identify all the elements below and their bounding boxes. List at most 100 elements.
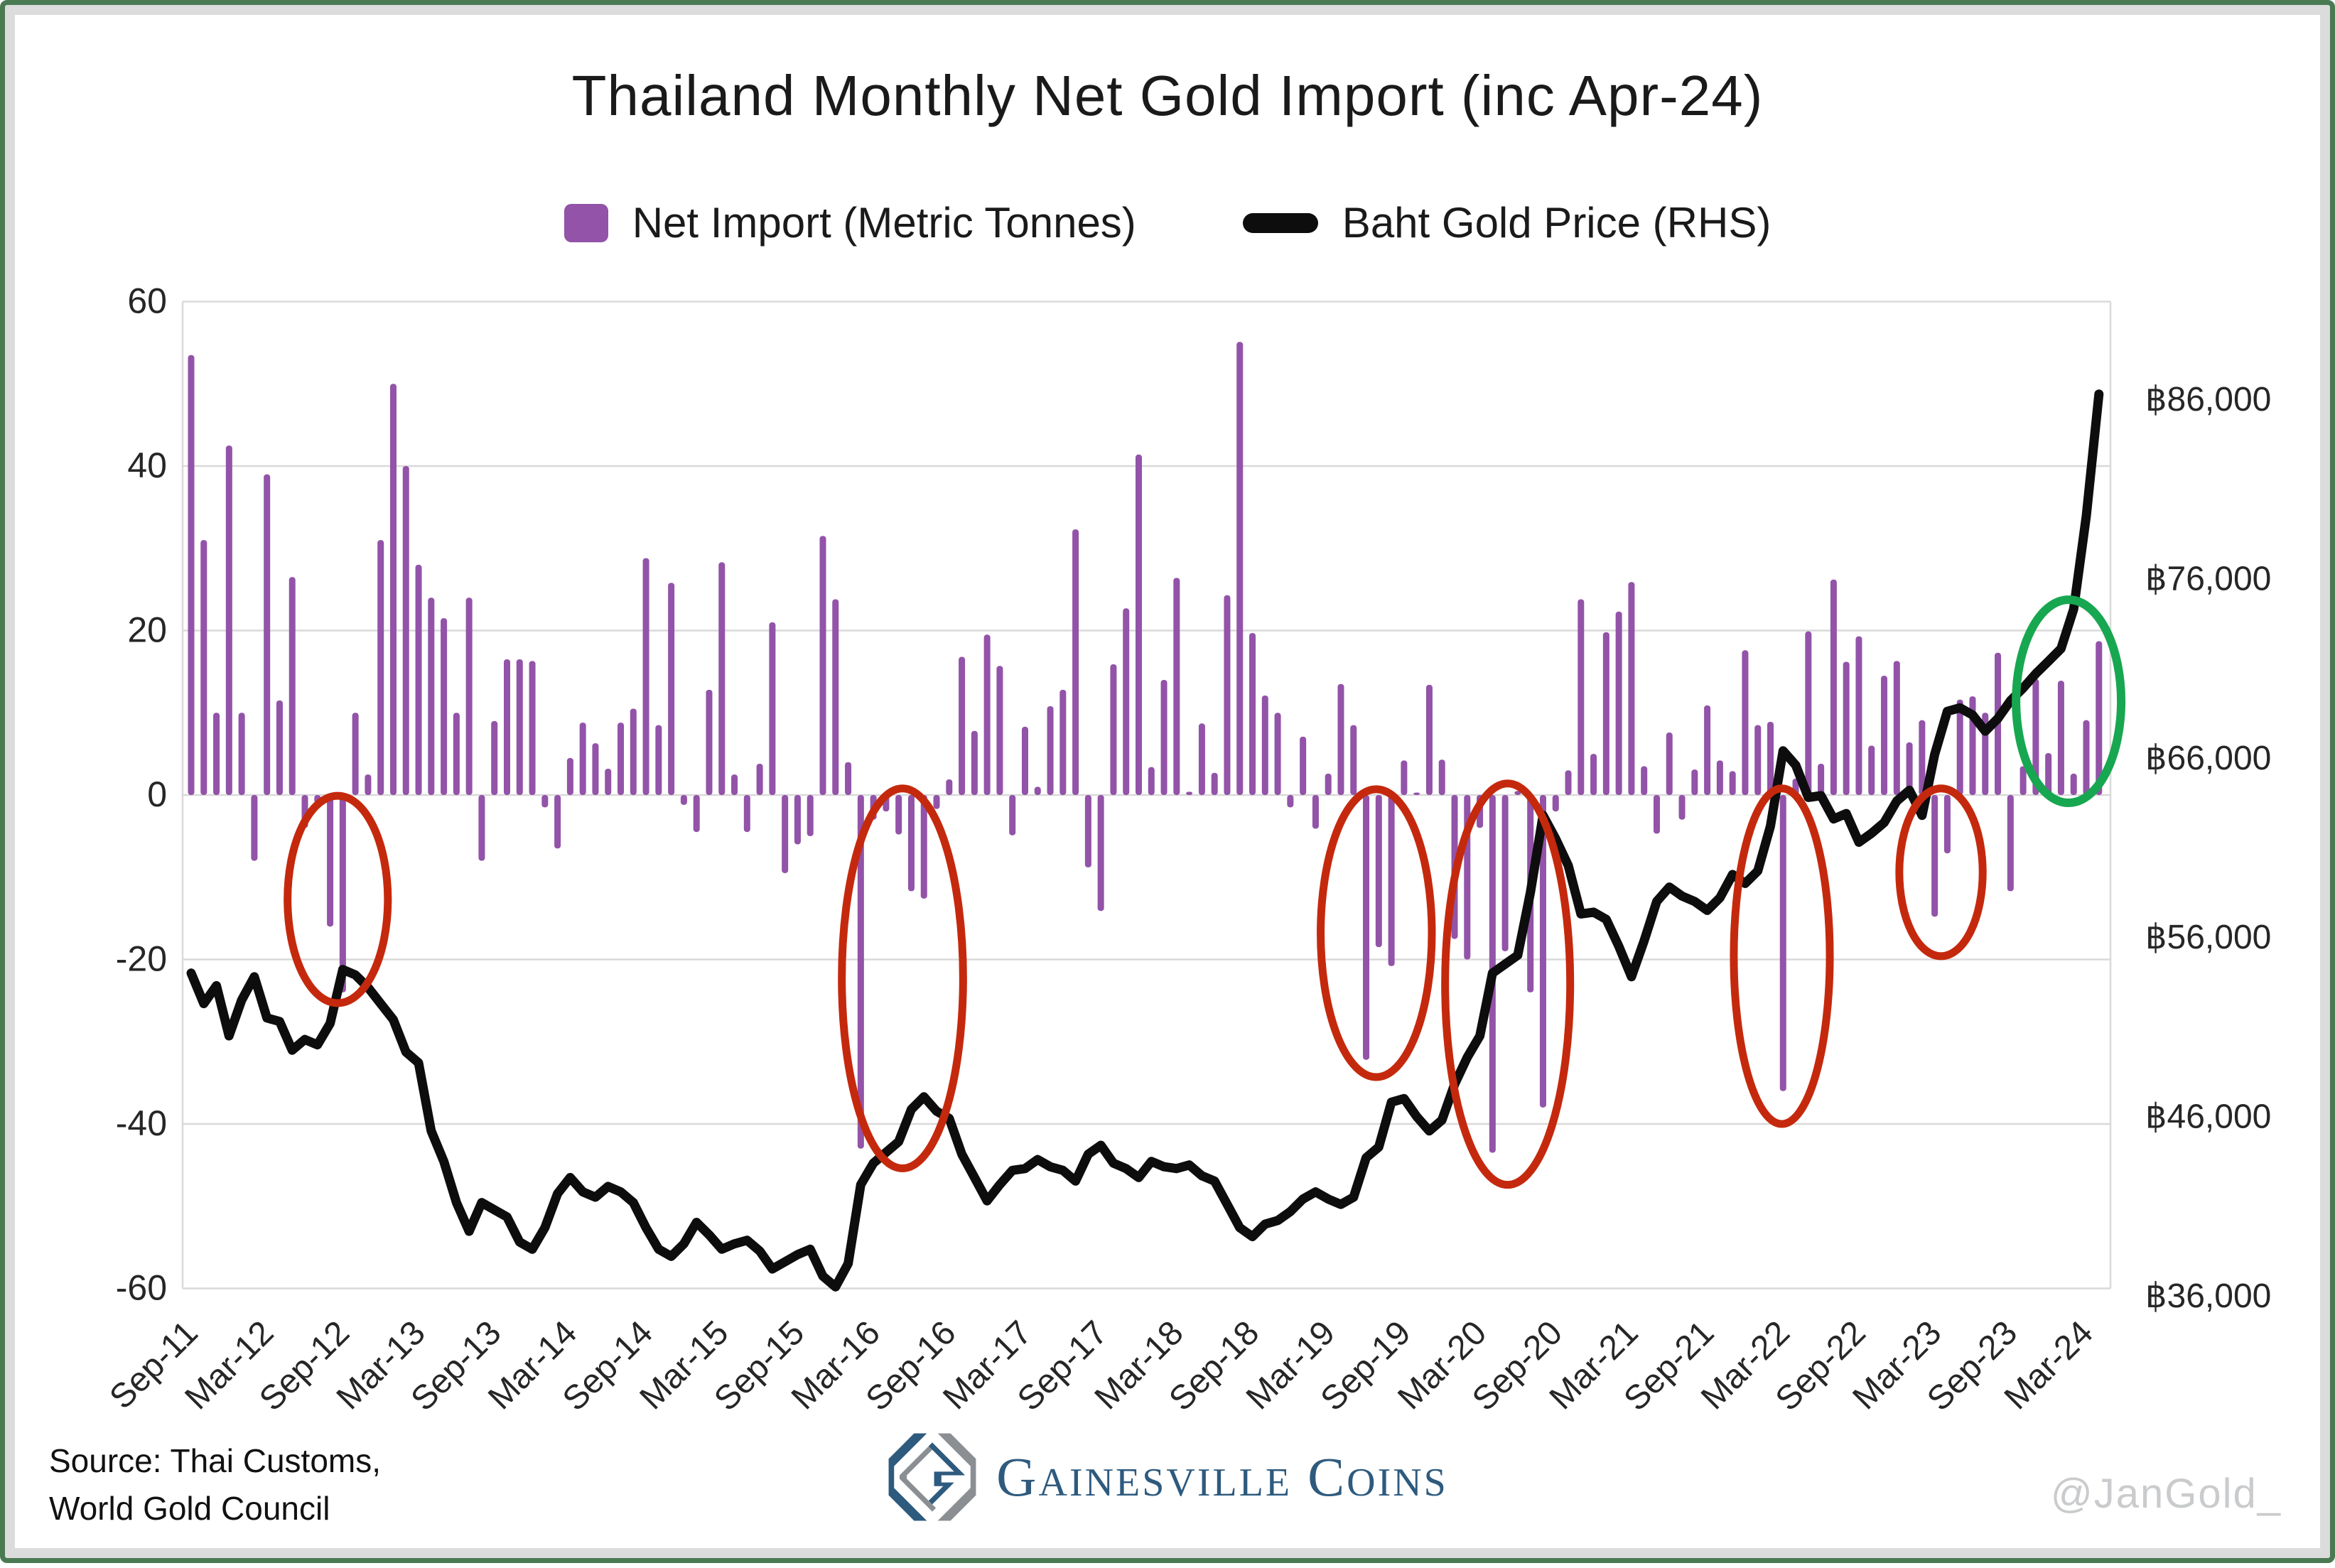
source-line-1: Source: Thai Customs, <box>49 1442 382 1479</box>
source-line-2: World Gold Council <box>49 1489 330 1527</box>
net-import-bar <box>516 659 523 795</box>
legend: Net Import (Metric Tonnes) Baht Gold Pri… <box>5 198 2330 247</box>
net-import-bar <box>1919 720 1926 795</box>
net-import-bar <box>1287 795 1294 808</box>
net-import-bar <box>731 774 738 795</box>
legend-item-gold-price: Baht Gold Price (RHS) <box>1242 198 1772 247</box>
net-import-bar <box>743 795 750 833</box>
net-import-bar <box>933 795 940 809</box>
net-import-bar <box>251 795 258 861</box>
net-import-bar <box>1300 736 1307 795</box>
net-import-bar <box>1956 699 1963 795</box>
red-highlight-ellipse <box>1441 779 1575 1189</box>
net-import-bar <box>769 622 776 795</box>
y-axis-right-tick-label: ฿66,000 <box>2145 740 2271 777</box>
net-import-bar <box>213 713 220 795</box>
net-import-bar <box>1906 742 1913 795</box>
net-import-bar <box>983 634 991 795</box>
net-import-bar <box>1123 608 1130 795</box>
net-import-bar <box>1236 342 1244 795</box>
net-import-bar <box>857 795 864 1149</box>
watermark-handle: @JanGold_ <box>2050 1471 2282 1517</box>
chart-plot: 60 40 20 0 -20 -40 -60 ฿86,000 ฿76,000 ฿66,000 ฿56… <box>102 281 2271 1419</box>
net-import-bar <box>579 723 586 795</box>
net-import-bar <box>845 762 852 795</box>
legend-net-import-label: Net Import (Metric Tonnes) <box>632 199 1136 247</box>
y-axis-right-tick-label: ฿76,000 <box>2145 561 2271 598</box>
net-import-bar <box>441 618 448 795</box>
net-import-bar <box>1716 760 1723 795</box>
net-import-bar <box>1160 679 1168 795</box>
y-axis-left-tick-label: 40 <box>127 445 167 485</box>
red-highlight-ellipse <box>1317 785 1436 1081</box>
net-import-bar <box>706 689 713 795</box>
net-import-bar <box>1514 791 1521 795</box>
net-import-bar <box>832 599 839 795</box>
net-import-bar <box>1754 725 1762 795</box>
net-import-bar <box>1034 786 1041 795</box>
net-import-bar <box>1186 791 1193 795</box>
net-import-bar <box>415 564 422 795</box>
net-import-bar <box>1691 769 1698 795</box>
y-axis-left-tick-label: 0 <box>147 774 167 814</box>
chart-title: Thailand Monthly Net Gold Import (inc Ap… <box>571 64 1764 127</box>
net-import-bar <box>428 598 435 795</box>
net-import-bar <box>642 558 649 795</box>
net-import-bar <box>225 445 232 795</box>
net-import-bar <box>377 540 384 795</box>
net-import-bar <box>1136 454 1142 795</box>
net-import-bar <box>2045 752 2052 795</box>
net-import-bar <box>453 713 460 795</box>
net-import-bar <box>756 764 763 795</box>
net-import-bar <box>946 779 953 795</box>
net-import-bar <box>529 661 536 795</box>
net-import-bar <box>1805 631 1812 795</box>
net-import-bar <box>1893 661 1900 795</box>
net-import-bar <box>1565 770 1572 795</box>
y-axis-left-tick-label: 20 <box>127 610 167 650</box>
net-import-bar <box>819 536 826 795</box>
net-import-bar <box>2019 766 2027 795</box>
net-import-bar <box>1173 578 1180 795</box>
net-import-bar <box>1224 595 1231 795</box>
net-import-bar <box>389 384 397 795</box>
net-import-bar <box>693 795 700 833</box>
net-import-bar <box>238 713 245 795</box>
net-import-bar <box>592 743 599 795</box>
net-import-bar <box>1072 529 1079 795</box>
net-import-bar <box>1615 611 1622 795</box>
net-import-bar <box>959 656 966 795</box>
net-import-bar <box>718 562 726 795</box>
net-import-bar <box>1767 721 1774 795</box>
net-import-bar <box>1337 683 1344 795</box>
net-import-bar <box>2057 681 2064 795</box>
net-import-bar <box>352 713 359 795</box>
net-import-bar <box>2007 795 2014 892</box>
net-import-bar <box>554 795 561 849</box>
net-import-bar <box>1704 705 1711 795</box>
net-import-bar <box>794 795 801 845</box>
net-import-bar <box>1350 725 1357 795</box>
net-import-bar <box>1552 795 1559 812</box>
net-import-bar <box>200 540 207 795</box>
net-import-bar <box>1438 759 1445 795</box>
net-import-bar <box>504 659 510 795</box>
y-axis-right-tick-label: ฿56,000 <box>2145 919 2271 956</box>
net-import-bar <box>1843 661 1850 795</box>
net-import-bar <box>1198 723 1205 795</box>
net-import-bar <box>655 725 662 795</box>
net-import-bar <box>920 795 927 899</box>
net-import-bar <box>288 577 296 795</box>
net-import-bar <box>630 708 637 795</box>
net-import-bar <box>1881 676 1888 795</box>
y-axis-right-tick-label: ฿46,000 <box>2145 1098 2271 1136</box>
y-axis-left-tick-label: -20 <box>116 939 167 979</box>
net-import-bar <box>1148 767 1155 795</box>
net-import-bar <box>327 795 334 927</box>
legend-gold-price-label: Baht Gold Price (RHS) <box>1342 199 1772 247</box>
net-import-bar <box>339 795 346 993</box>
baht-gold-price-line <box>186 389 2104 1292</box>
net-import-bar <box>541 795 549 808</box>
net-import-bar <box>1653 795 1660 834</box>
